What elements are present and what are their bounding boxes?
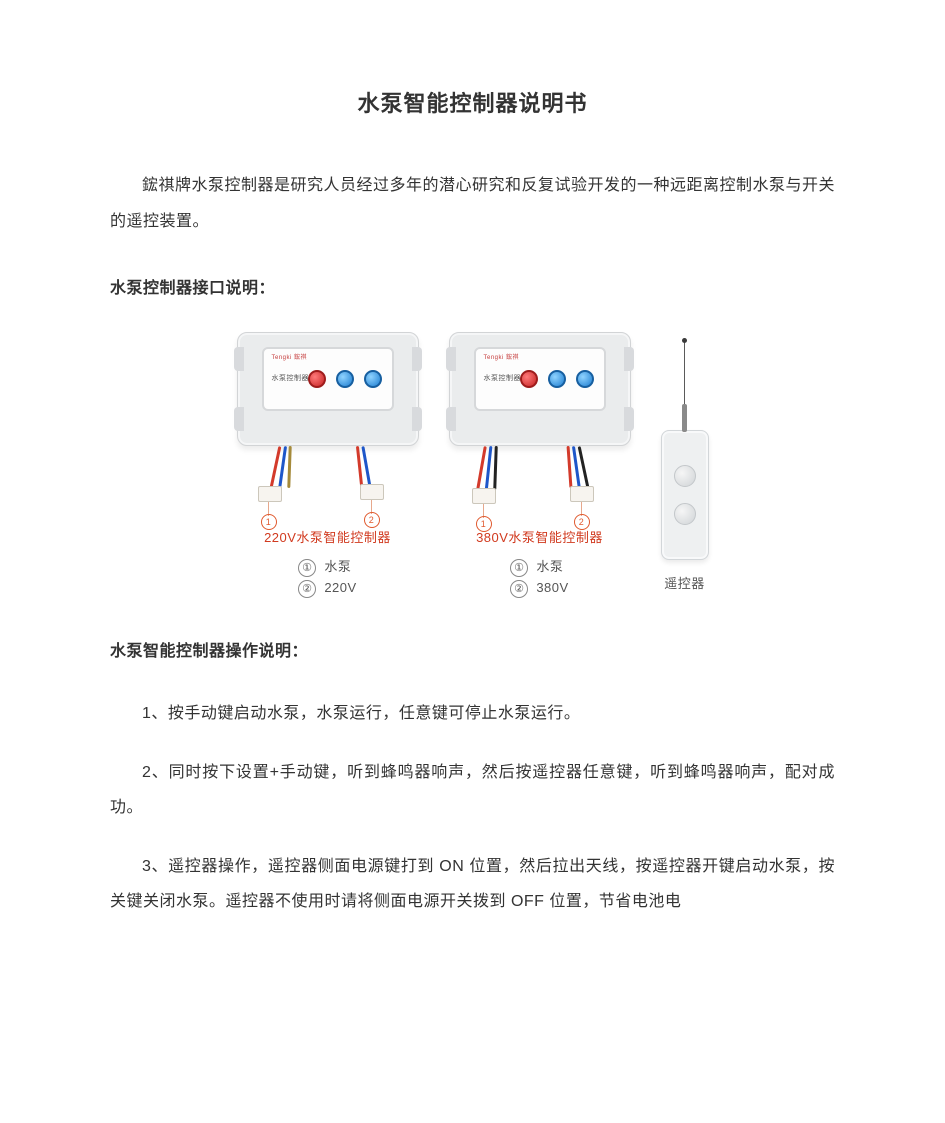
antenna-icon	[684, 342, 685, 432]
op-step-1: 1、按手动键启动水泵，水泵运行，任意键可停止水泵运行。	[110, 696, 835, 731]
device-220v-title: 220V水泵智能控制器	[264, 528, 391, 549]
device-380v-box: Tengki 鋐祺 水泵控制器	[449, 332, 631, 446]
callout-2-icon: 2	[364, 512, 380, 528]
page-title: 水泵智能控制器说明书	[110, 80, 835, 128]
device-220v-legend: ①水泵 ②220V	[298, 557, 356, 599]
manual-button-icon	[364, 370, 382, 388]
operation-list: 1、按手动键启动水泵，水泵运行，任意键可停止水泵运行。 2、同时按下设置+手动键…	[110, 696, 835, 920]
manual-button-icon	[576, 370, 594, 388]
section-interface-heading: 水泵控制器接口说明：	[110, 271, 835, 306]
device-380v-brand: Tengki 鋐祺	[484, 355, 520, 362]
device-220v-box: Tengki 鋐祺 水泵控制器	[237, 332, 419, 446]
op-step-2: 2、同时按下设置+手动键，听到蜂鸣器响声，然后按遥控器任意键，听到蜂鸣器响声，配…	[110, 755, 835, 825]
op-step-3: 3、遥控器操作，遥控器侧面电源键打到 ON 位置，然后拉出天线，按遥控器开键启动…	[110, 849, 835, 919]
callout-2-icon: 2	[574, 514, 590, 530]
remote-off-button-icon	[674, 503, 696, 525]
device-380v-boxlabel: 水泵控制器	[484, 373, 522, 384]
device-220v: Tengki 鋐祺 水泵控制器 1 2	[237, 332, 419, 598]
section-ops-heading: 水泵智能控制器操作说明：	[110, 634, 835, 669]
remote-label: 遥控器	[664, 570, 705, 599]
remote-body	[661, 430, 709, 560]
power-button-icon	[308, 370, 326, 388]
set-button-icon	[548, 370, 566, 388]
callout-1-icon: 1	[261, 514, 277, 530]
device-380v-title: 380V水泵智能控制器	[476, 528, 603, 549]
device-220v-brand: Tengki 鋐祺	[272, 355, 308, 362]
device-380v: Tengki 鋐祺 水泵控制器 1	[449, 332, 631, 598]
power-button-icon	[520, 370, 538, 388]
callout-1-icon: 1	[476, 516, 492, 532]
remote-on-button-icon	[674, 465, 696, 487]
device-380v-legend: ①水泵 ②380V	[510, 557, 568, 599]
document-page: 水泵智能控制器说明书 鋐祺牌水泵控制器是研究人员经过多年的潜心研究和反复试验开发…	[0, 0, 945, 1123]
device-220v-wires: 1 2	[238, 446, 418, 524]
remote-control: 遥控器	[661, 342, 709, 599]
device-220v-boxlabel: 水泵控制器	[272, 373, 310, 384]
intro-paragraph: 鋐祺牌水泵控制器是研究人员经过多年的潜心研究和反复试验开发的一种远距离控制水泵与…	[110, 168, 835, 238]
set-button-icon	[336, 370, 354, 388]
figure-row: Tengki 鋐祺 水泵控制器 1 2	[110, 332, 835, 598]
device-380v-wires: 1 2	[450, 446, 630, 524]
